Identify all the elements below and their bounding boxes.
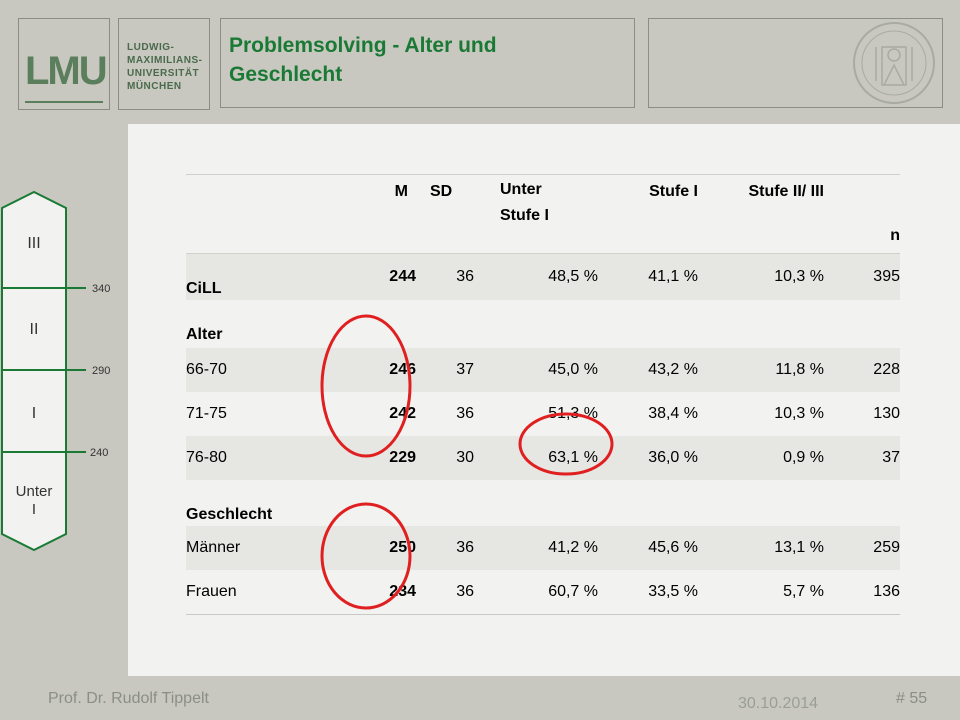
- scale-tick-label: 340: [92, 283, 110, 295]
- slide-title: Problemsolving - Alter und Geschlecht: [229, 34, 497, 86]
- section-row-alter: Alter: [186, 326, 223, 343]
- table-row: 71-75 242 36 51,3 % 38,4 % 10,3 % 130: [186, 405, 900, 422]
- lmu-logo-box: LMU: [18, 18, 110, 110]
- lmu-logo: LMU: [25, 49, 108, 93]
- col-sd: SD: [430, 183, 453, 200]
- presenter-name: Prof. Dr. Rudolf Tippelt: [48, 690, 209, 707]
- table-row: CiLL 244 36 48,5 % 41,1 % 10,3 % 395: [186, 253, 900, 300]
- scale-level-label: III: [27, 235, 40, 252]
- scale-level-label: II: [30, 321, 39, 338]
- col-stufe1: Stufe I: [649, 183, 698, 200]
- col-unter: Unter Stufe I: [500, 181, 549, 224]
- scale-tick-label: 240: [90, 447, 108, 459]
- university-name: LUDWIG- MAXIMILIANS- UNIVERSITÄT MÜNCHEN: [127, 42, 203, 92]
- scale-level-label: I: [32, 405, 36, 422]
- results-table: M SD Unter Stufe I Stufe I Stufe II/ III …: [186, 174, 900, 615]
- col-n: n: [890, 227, 900, 244]
- table-row: Männer 250 36 41,2 % 45,6 % 13,1 % 259: [186, 526, 900, 570]
- scale-level-label-unter: Unter I: [16, 483, 53, 518]
- table-header-row: M SD Unter Stufe I Stufe I Stufe II/ III …: [186, 174, 900, 254]
- slide-number: # 55: [896, 690, 928, 707]
- seal-box: [648, 18, 943, 108]
- content-area: M SD Unter Stufe I Stufe I Stufe II/ III …: [128, 124, 960, 676]
- slide-date: 30.10.2014: [738, 695, 819, 712]
- table-row: Frauen 234 36 60,7 % 33,5 % 5,7 % 136: [186, 570, 900, 615]
- col-stufe23: Stufe II/ III: [748, 183, 824, 200]
- university-name-box: LUDWIG- MAXIMILIANS- UNIVERSITÄT MÜNCHEN: [118, 18, 210, 110]
- table-row: 76-80 229 30 63,1 % 36,0 % 0,9 % 37: [186, 436, 900, 480]
- proficiency-scale: III II I Unter I 340 290 240: [1, 190, 110, 552]
- section-row-geschlecht: Geschlecht: [186, 506, 273, 523]
- table-row: 66-70 246 37 45,0 % 43,2 % 11,8 % 228: [186, 348, 900, 392]
- university-seal-icon: [853, 22, 935, 104]
- col-m: M: [394, 183, 408, 200]
- title-box: Problemsolving - Alter und Geschlecht: [220, 18, 635, 108]
- scale-tick-label: 290: [92, 365, 110, 377]
- logo-underline: [25, 101, 103, 103]
